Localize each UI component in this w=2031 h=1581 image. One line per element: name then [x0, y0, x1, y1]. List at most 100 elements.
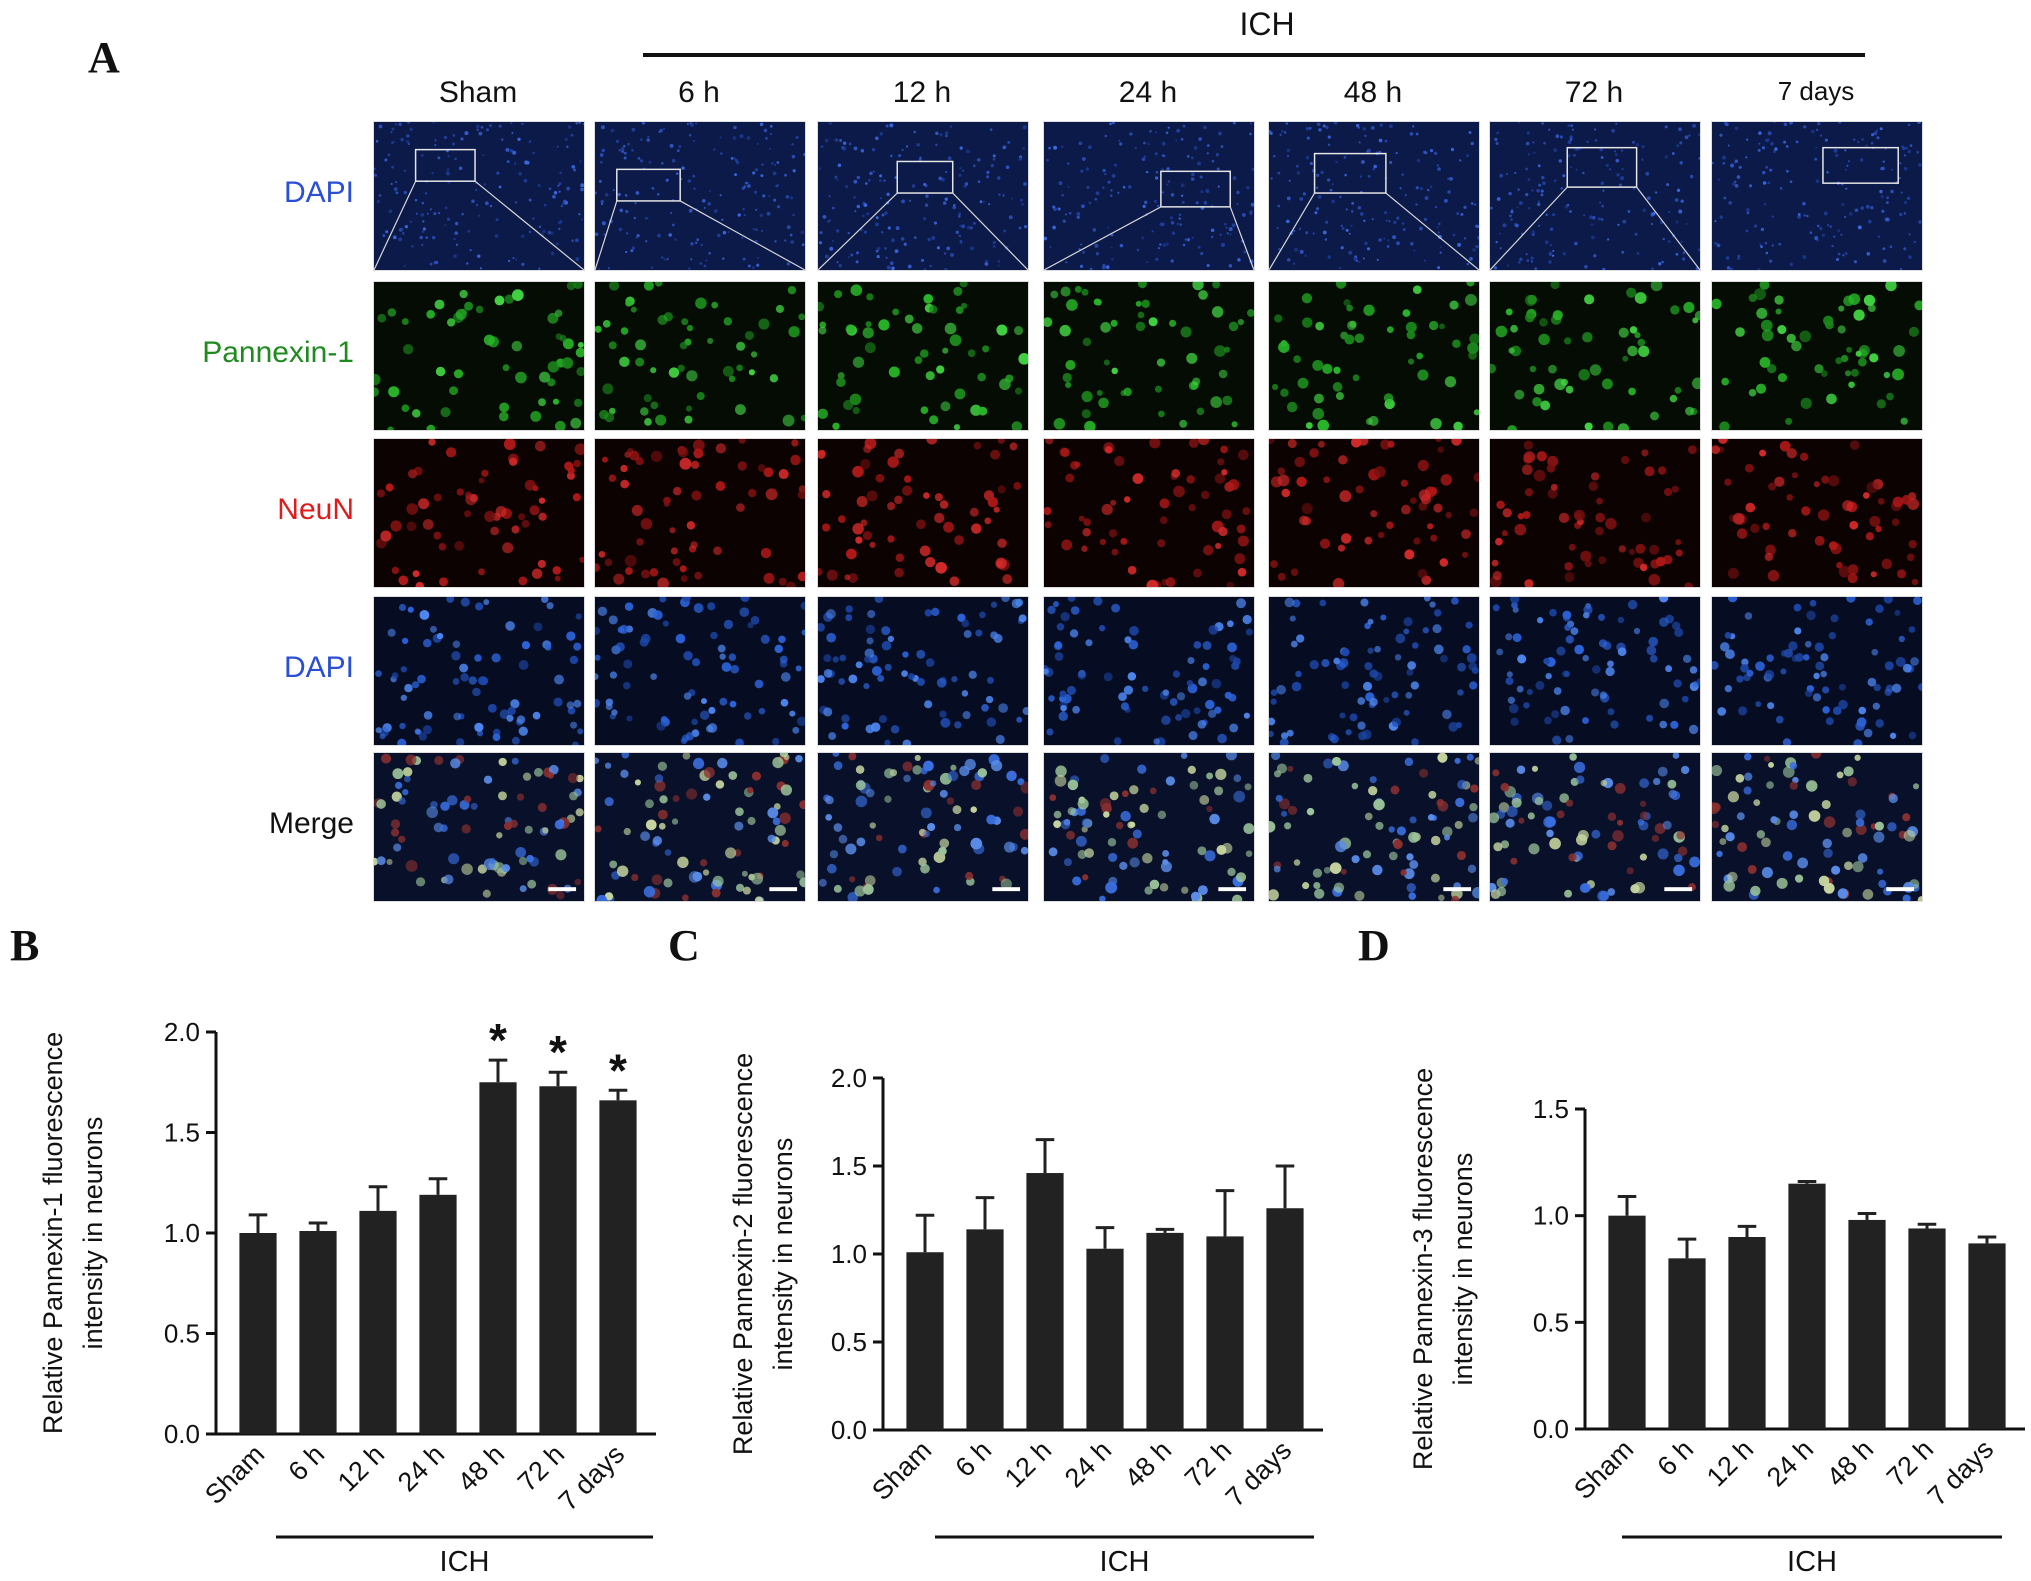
bar — [1146, 1232, 1184, 1430]
x-tick-label: 12 h — [332, 1439, 390, 1497]
micrograph-tile — [1711, 596, 1923, 746]
y-tick-label: 0.5 — [164, 1319, 200, 1349]
x-tick-label: 48 h — [1821, 1434, 1879, 1492]
bar — [359, 1210, 397, 1434]
y-tick-label: 0.0 — [831, 1415, 867, 1445]
micrograph-tile — [373, 281, 585, 431]
micrograph-tile — [1711, 438, 1923, 588]
y-axis-title: Relative Pannexin-1 fluorescence — [38, 1032, 68, 1434]
micrograph-tile — [594, 752, 806, 902]
micrograph-tile — [594, 438, 806, 588]
y-axis-title: Relative Pannexin-3 fluorescence — [1408, 1068, 1438, 1470]
significance-marker: * — [489, 1014, 507, 1066]
chart-c: 0.0 0.5 1.0 1.5 2.0 Relative Pannexin-2 fluor… — [728, 1053, 1323, 1578]
bar — [906, 1252, 944, 1430]
column-label: 7 days — [1777, 76, 1855, 106]
y-tick-label: 2.0 — [831, 1063, 867, 1093]
x-tick-label: 7 days — [1922, 1434, 1999, 1511]
bar — [1788, 1183, 1826, 1429]
column-label: 24 h — [1118, 76, 1178, 109]
y-tick-label: 0.5 — [831, 1327, 867, 1357]
x-tick-label: 48 h — [452, 1439, 510, 1497]
row-label: Merge — [268, 807, 354, 840]
micrograph-tile — [373, 752, 585, 902]
micrograph-tile — [1268, 121, 1480, 271]
micrograph-tile — [1489, 596, 1701, 746]
micrograph-tile — [1489, 438, 1701, 588]
micrograph-tile — [817, 438, 1029, 588]
x-tick-label: 7 days — [1220, 1435, 1297, 1512]
y-tick-label: 1.5 — [831, 1151, 867, 1181]
micrograph-tile — [1268, 438, 1480, 588]
micrograph-tile — [1711, 752, 1923, 902]
micrograph-tile — [817, 596, 1029, 746]
micrograph-tile — [1711, 281, 1923, 431]
y-tick-label: 1.0 — [164, 1218, 200, 1248]
column-label: 6 h — [678, 76, 720, 109]
y-axis-title: intensity in neurons — [768, 1138, 798, 1371]
significance-marker: * — [549, 1026, 567, 1078]
micrograph-tile — [1268, 596, 1480, 746]
bar — [1668, 1258, 1706, 1429]
micrograph-tile — [1043, 752, 1255, 902]
x-tick-label: Sham — [866, 1435, 937, 1506]
micrograph-tile — [1043, 121, 1255, 271]
x-tick-label: 12 h — [999, 1435, 1057, 1493]
y-tick-label: 1.0 — [831, 1239, 867, 1269]
column-label: Sham — [438, 76, 518, 109]
bar — [966, 1229, 1004, 1430]
ich-group-label: ICH — [1100, 1546, 1150, 1578]
micrograph-tile — [373, 438, 585, 588]
micrograph-tile — [817, 121, 1029, 271]
bar — [1908, 1228, 1946, 1429]
row-label: DAPI — [283, 651, 354, 684]
micrograph-tile — [1268, 281, 1480, 431]
panel-label-d: D — [1358, 921, 1390, 970]
bar — [1968, 1243, 2006, 1429]
x-tick-label: 48 h — [1119, 1435, 1177, 1493]
x-tick-label: 7 days — [553, 1439, 630, 1516]
micrograph-tile — [817, 752, 1029, 902]
bar — [1608, 1215, 1646, 1429]
y-tick-label: 2.0 — [164, 1017, 200, 1047]
column-label: 12 h — [892, 76, 952, 109]
panel-label-b: B — [10, 921, 40, 970]
x-tick-label: Sham — [1568, 1434, 1639, 1505]
micrograph-tile — [373, 596, 585, 746]
micrograph-tile — [594, 596, 806, 746]
micrograph-tile — [594, 281, 806, 431]
micrograph-tile — [373, 121, 585, 271]
y-tick-label: 1.0 — [1533, 1201, 1569, 1231]
x-tick-label: 12 h — [1701, 1434, 1759, 1492]
ich-group-label: ICH — [1787, 1546, 1837, 1578]
y-axis-title: intensity in neurons — [1448, 1153, 1478, 1386]
column-label: 48 h — [1343, 76, 1403, 109]
column-label: 72 h — [1564, 76, 1624, 109]
x-tick-label: 6 h — [949, 1435, 997, 1483]
bar — [1848, 1219, 1886, 1429]
y-axis-title: Relative Pannexin-2 fluorescence — [728, 1053, 758, 1455]
chart-b: 0.0 0.5 1.0 1.5 2.0 Relative Pannexin-1 fluor… — [38, 1014, 656, 1578]
chart-d: 0.0 0.5 1.0 1.5 Relative Pannexin-3 fluoresc… — [1408, 1068, 2025, 1578]
micrograph-tile — [1489, 281, 1701, 431]
bar — [1206, 1236, 1244, 1430]
micrograph-tile — [1043, 281, 1255, 431]
x-tick-label: 24 h — [1761, 1434, 1819, 1492]
significance-marker: * — [609, 1044, 627, 1096]
micrograph-tile — [1043, 596, 1255, 746]
micrograph-tile — [817, 281, 1029, 431]
micrograph-tile — [1043, 438, 1255, 588]
bar — [419, 1194, 457, 1434]
bar — [299, 1230, 337, 1434]
bar — [479, 1082, 517, 1434]
y-axis-title: intensity in neurons — [78, 1117, 108, 1350]
y-tick-label: 0.0 — [1533, 1414, 1569, 1444]
row-label: NeuN — [277, 493, 354, 526]
x-tick-label: 24 h — [1059, 1435, 1117, 1493]
x-tick-label: 24 h — [392, 1439, 450, 1497]
micrograph-tile — [594, 121, 806, 271]
ich-group-label: ICH — [440, 1546, 490, 1578]
bar — [1728, 1237, 1766, 1429]
x-tick-label: 6 h — [1651, 1434, 1699, 1482]
x-tick-label: 6 h — [282, 1439, 330, 1487]
